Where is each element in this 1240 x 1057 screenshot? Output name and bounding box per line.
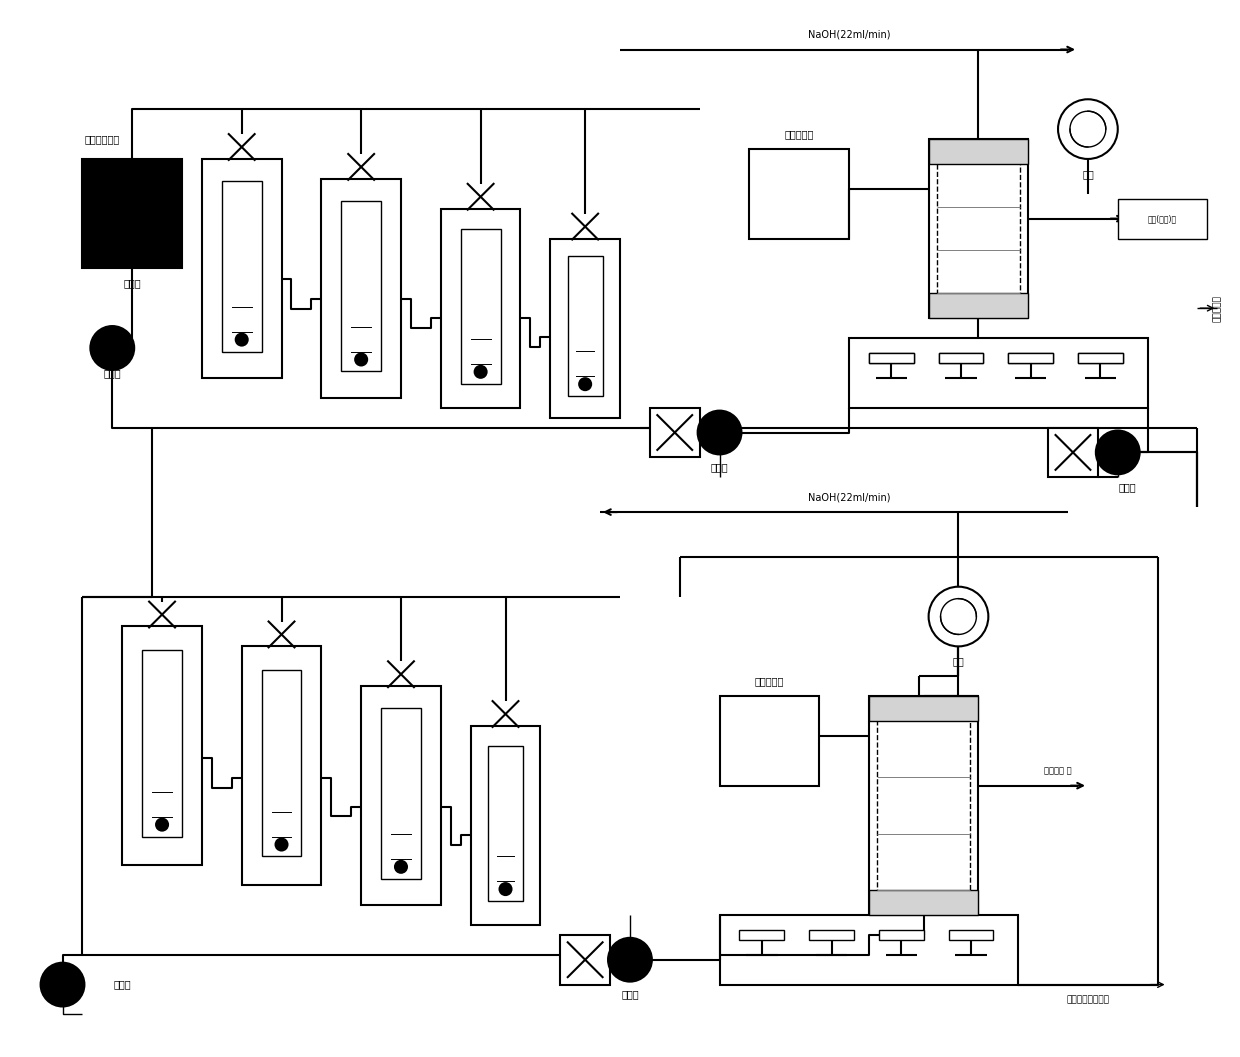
Bar: [929, 293, 1028, 318]
Text: 左边循环节: 左边循环节: [1213, 295, 1221, 321]
Circle shape: [355, 353, 367, 366]
Bar: [719, 915, 1018, 984]
Circle shape: [275, 838, 288, 851]
Bar: [222, 181, 262, 352]
Bar: [242, 647, 321, 885]
Bar: [939, 353, 983, 363]
Bar: [381, 708, 420, 878]
Bar: [869, 353, 914, 363]
Bar: [650, 408, 699, 458]
Text: 氯液去多金属分离: 氯液去多金属分离: [1066, 995, 1110, 1004]
Circle shape: [500, 884, 511, 895]
Circle shape: [608, 938, 652, 982]
Bar: [262, 670, 301, 856]
Bar: [869, 353, 914, 363]
Circle shape: [156, 819, 169, 831]
Circle shape: [396, 860, 407, 873]
Circle shape: [91, 326, 134, 370]
Circle shape: [1096, 430, 1140, 475]
Bar: [936, 147, 1021, 310]
Bar: [949, 930, 993, 940]
Bar: [1008, 353, 1053, 363]
Bar: [551, 239, 620, 418]
Bar: [82, 159, 182, 268]
Bar: [939, 353, 983, 363]
Bar: [341, 201, 381, 371]
Bar: [849, 338, 1148, 408]
Bar: [1078, 353, 1122, 363]
Bar: [568, 257, 603, 396]
Bar: [489, 746, 523, 901]
Bar: [471, 726, 541, 925]
Bar: [1048, 427, 1097, 478]
Bar: [749, 149, 849, 239]
Text: 分离浮选精矿: 分离浮选精矿: [84, 134, 120, 144]
Bar: [810, 930, 854, 940]
Circle shape: [475, 366, 486, 377]
Bar: [929, 140, 1028, 318]
Bar: [739, 930, 784, 940]
Bar: [361, 686, 440, 905]
Text: 风机: 风机: [952, 656, 965, 666]
Circle shape: [698, 410, 742, 455]
Text: 风机: 风机: [1083, 169, 1094, 179]
Bar: [879, 930, 924, 940]
Bar: [143, 650, 182, 836]
Bar: [461, 228, 501, 384]
Text: 低品位贵液: 低品位贵液: [755, 676, 784, 686]
Text: 搅浆泵: 搅浆泵: [711, 462, 728, 472]
Circle shape: [1058, 99, 1117, 159]
Bar: [877, 704, 971, 907]
Text: 软管泵: 软管泵: [103, 368, 122, 377]
Text: 过滤(反洗)历: 过滤(反洗)历: [1148, 215, 1177, 223]
Circle shape: [579, 378, 591, 390]
Text: 软管泵: 软管泵: [113, 980, 131, 989]
Text: NaOH(22ml/min): NaOH(22ml/min): [807, 493, 890, 502]
Text: 搅浆泵: 搅浆泵: [621, 989, 639, 1000]
Bar: [321, 179, 401, 397]
Text: 浆浆泵: 浆浆泵: [1118, 482, 1137, 493]
Circle shape: [41, 963, 84, 1006]
Text: 反洗水去 洗: 反洗水去 洗: [1044, 766, 1071, 775]
Bar: [719, 697, 820, 785]
Bar: [869, 890, 978, 915]
Bar: [929, 140, 1028, 164]
Bar: [123, 627, 202, 866]
Bar: [1117, 199, 1208, 239]
Text: NaOH(22ml/min): NaOH(22ml/min): [807, 30, 890, 39]
Circle shape: [236, 334, 248, 346]
Text: 低品位贵液: 低品位贵液: [785, 129, 813, 140]
Bar: [202, 159, 281, 377]
Bar: [440, 208, 521, 408]
Bar: [869, 697, 978, 721]
Bar: [560, 934, 610, 984]
Bar: [1078, 353, 1122, 363]
Bar: [869, 697, 978, 915]
Bar: [1008, 353, 1053, 363]
Circle shape: [929, 587, 988, 647]
Text: 缓冲筒: 缓冲筒: [124, 278, 141, 289]
